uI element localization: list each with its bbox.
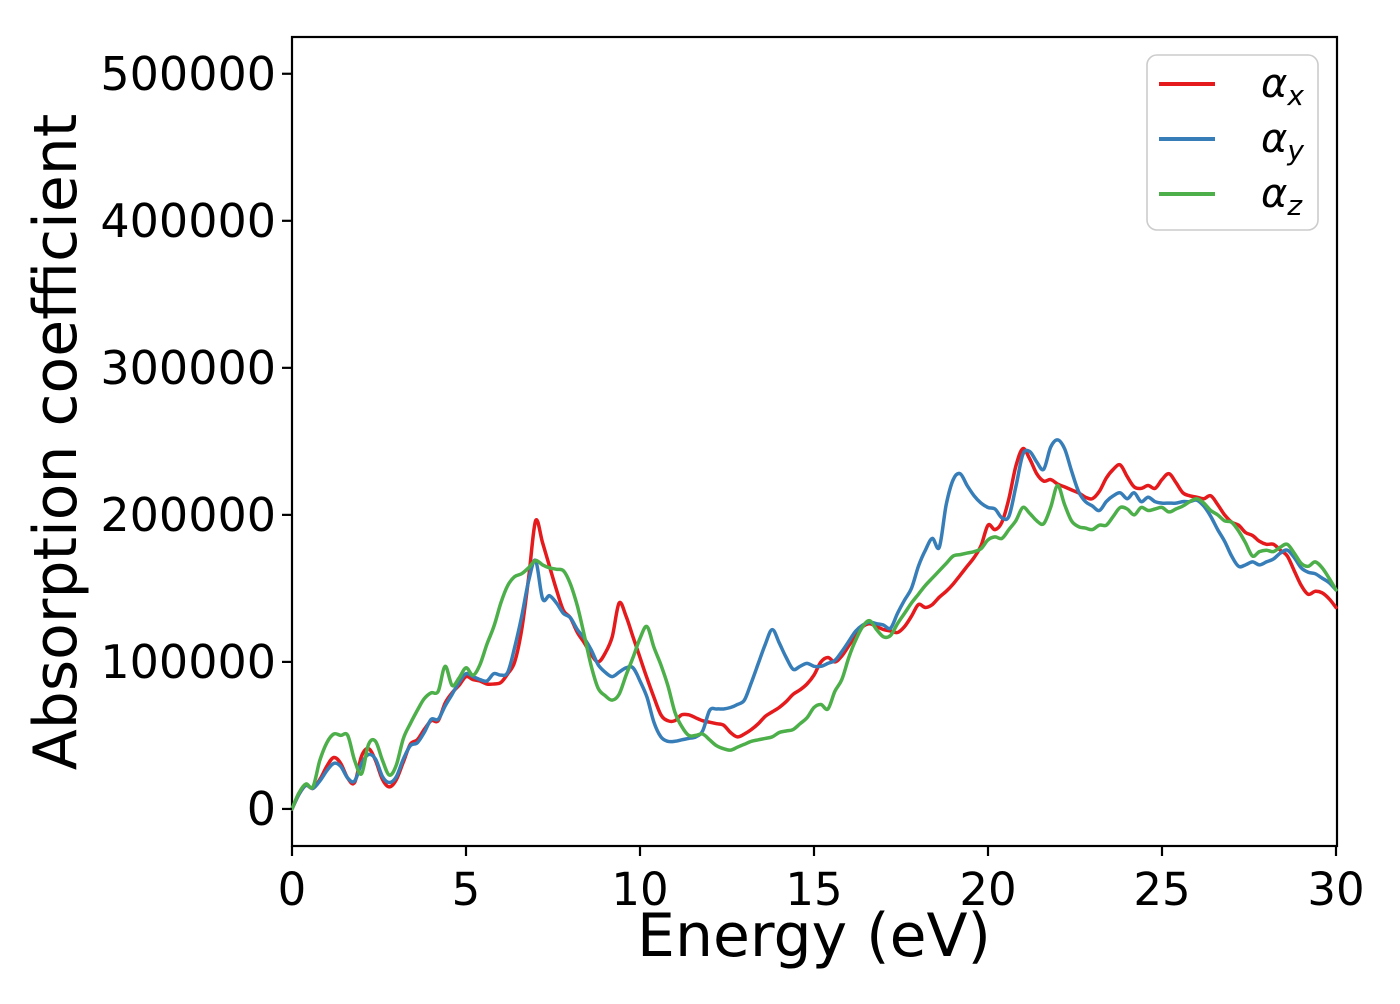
y-axis: 0 100000 200000 300000 400000 500000: [100, 47, 292, 836]
legend-label-x: αx: [1261, 61, 1304, 112]
y-tick-label: 0: [247, 782, 276, 836]
series-alpha_z-line: [290, 483, 1338, 811]
x-axis-title: Energy (eV): [637, 901, 991, 971]
x-axis: 0 5 10 15 20 25 30: [278, 846, 1365, 916]
x-tick-label: 5: [452, 863, 481, 916]
y-tick-label: 400000: [100, 194, 276, 248]
series-alpha_y-line: [290, 438, 1338, 811]
x-tick-label: 0: [278, 863, 307, 916]
series-alpha_x-line: [290, 446, 1338, 811]
y-tick-label: 300000: [100, 341, 276, 395]
y-axis-title: Absorption coefficient: [21, 114, 91, 771]
x-tick-label: 10: [611, 863, 668, 916]
y-tick-label: 100000: [100, 635, 276, 689]
y-tick-label: 200000: [100, 488, 276, 542]
legend-frame: [1146, 54, 1319, 231]
y-tick-label: 500000: [100, 47, 276, 101]
x-tick-label: 20: [959, 863, 1016, 916]
x-tick-label: 30: [1307, 863, 1364, 916]
series-lines: [290, 438, 1338, 811]
x-tick-label: 25: [1133, 863, 1190, 916]
x-tick-label: 15: [785, 863, 842, 916]
